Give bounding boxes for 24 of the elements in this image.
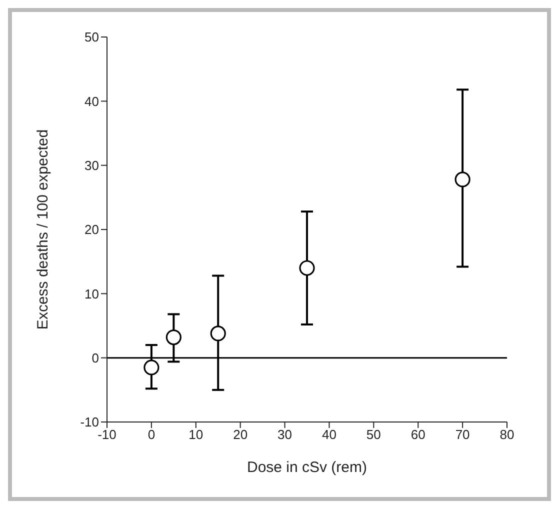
y-tick-label: 10 <box>84 286 99 302</box>
x-tick-label: 80 <box>500 427 514 442</box>
x-tick-label: 40 <box>322 427 336 442</box>
point <box>454 172 470 188</box>
x-tick-label: 10 <box>188 427 204 442</box>
y-tick-label: 0 <box>92 350 99 366</box>
point <box>210 326 226 342</box>
y-tick-label: 50 <box>84 30 99 45</box>
x-tick-label: 0 <box>148 427 156 442</box>
x-tick-label: 50 <box>366 427 381 442</box>
x-axis-title: Dose in cSv (rem) <box>246 459 368 476</box>
point <box>299 260 315 276</box>
y-axis-title: Excess deaths / 100 expected <box>34 129 52 330</box>
x-tick-label: 70 <box>455 427 470 442</box>
x-tick-label: -10 <box>98 427 116 442</box>
point <box>166 330 182 346</box>
y-tick-label: -10 <box>80 414 99 430</box>
point <box>144 360 160 376</box>
x-tick-label: 30 <box>278 427 292 442</box>
y-tick-label: 40 <box>84 94 99 109</box>
x-tick-label: 60 <box>410 427 426 442</box>
y-tick-label: 20 <box>84 222 99 238</box>
x-tick-label: 20 <box>233 427 248 442</box>
y-tick-label: 30 <box>84 158 99 173</box>
